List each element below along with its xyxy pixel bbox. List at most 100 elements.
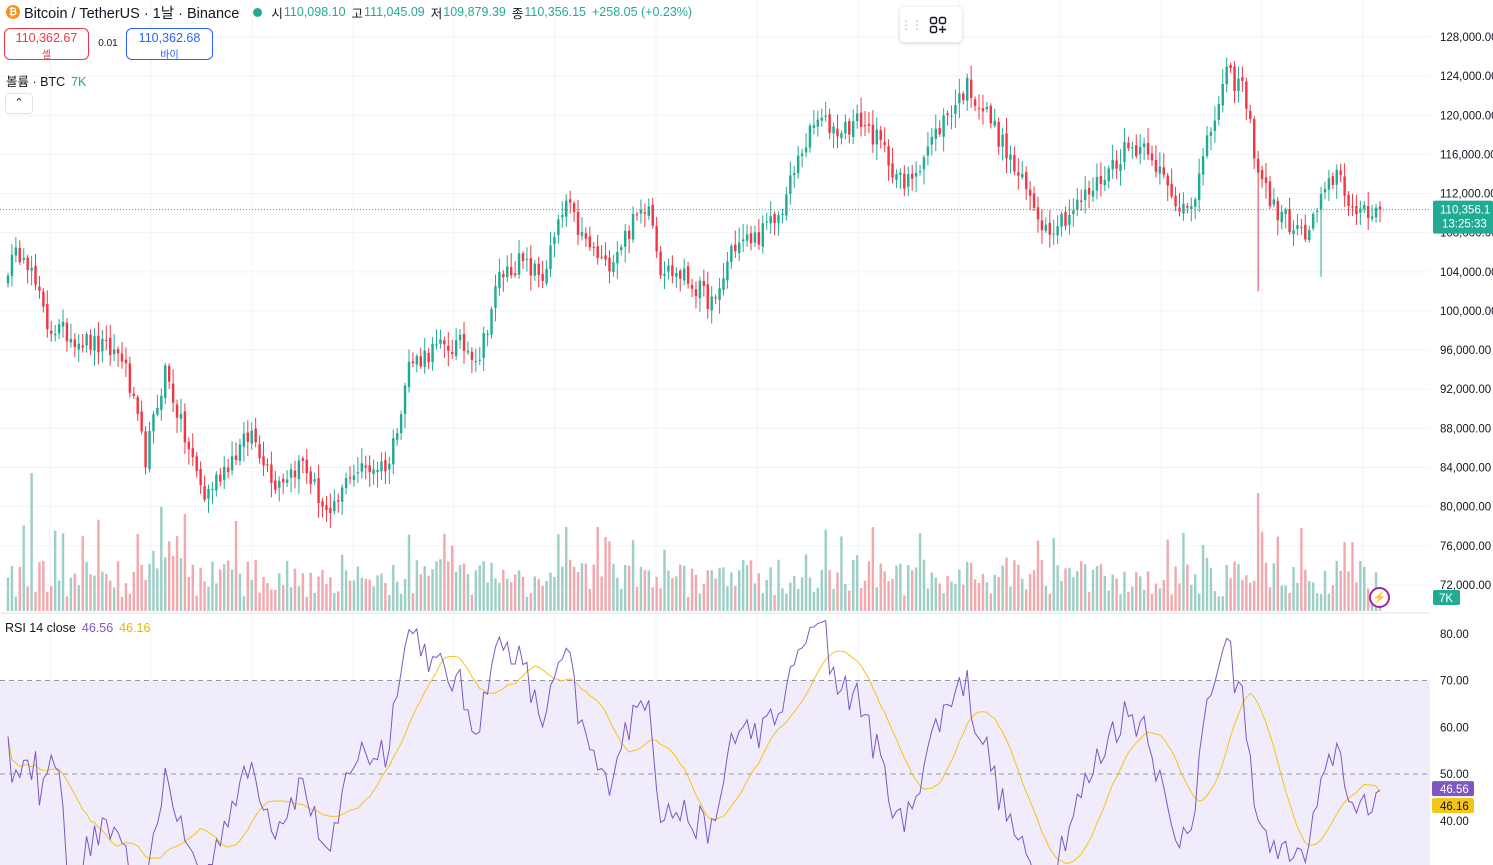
candle xyxy=(580,217,584,241)
candle-body xyxy=(399,414,403,434)
candle-body xyxy=(297,460,301,480)
volume-bar xyxy=(156,568,159,611)
candle-body xyxy=(1205,135,1209,157)
candle-body xyxy=(612,262,615,273)
candle-body xyxy=(1319,193,1323,210)
candle xyxy=(824,101,827,122)
volume-bar xyxy=(317,576,320,611)
candle-body xyxy=(344,478,348,489)
symbol-title[interactable]: Bitcoin / TetherUS · 1날 · Binance xyxy=(24,5,240,22)
candle-body xyxy=(1099,176,1103,184)
candle-body xyxy=(1076,199,1079,210)
sell-button[interactable]: 110,362.67 셀 xyxy=(4,28,89,61)
candle xyxy=(1044,217,1048,234)
candle xyxy=(1272,188,1276,208)
candle xyxy=(1300,218,1303,236)
volume-bar xyxy=(458,565,462,611)
candle xyxy=(655,216,658,259)
candle-body xyxy=(61,321,65,327)
volume-bar xyxy=(1276,536,1280,611)
candle-body xyxy=(907,174,910,187)
candle-body xyxy=(568,199,572,203)
candle-body xyxy=(1272,199,1276,205)
volume-bar xyxy=(934,577,937,611)
volume-bar xyxy=(160,506,163,611)
candle xyxy=(796,146,800,179)
volume-bar xyxy=(219,569,222,611)
candle xyxy=(183,403,187,454)
candle xyxy=(1363,201,1366,214)
candle-body xyxy=(254,428,257,443)
candle-body xyxy=(714,297,717,299)
volume-bar xyxy=(675,576,678,611)
candle-body xyxy=(57,324,61,334)
add-layout-button[interactable] xyxy=(920,10,956,40)
candle-body xyxy=(376,469,379,472)
candle xyxy=(706,271,709,319)
candle-body xyxy=(14,247,18,256)
rsi-tick-label: 40.00 xyxy=(1440,816,1469,828)
candle-body xyxy=(466,350,470,353)
volume-bar xyxy=(1221,596,1224,611)
drag-handle-icon[interactable]: ⋮⋮ xyxy=(900,17,923,32)
candle xyxy=(1068,199,1071,235)
candle xyxy=(895,169,898,188)
candle-body xyxy=(592,247,595,249)
candle xyxy=(1060,211,1063,237)
rsi-line xyxy=(7,619,1381,865)
candle-body xyxy=(105,339,108,341)
buy-button[interactable]: 110,362.68 바이 xyxy=(126,28,213,61)
candle xyxy=(419,347,422,369)
collapse-legend-button[interactable]: ⌃ xyxy=(5,93,33,114)
candle xyxy=(388,456,391,485)
candle-body xyxy=(690,285,694,289)
candle-body xyxy=(77,343,80,350)
candle-body xyxy=(340,487,344,502)
candle xyxy=(557,214,560,244)
candle xyxy=(942,108,945,152)
candle xyxy=(745,224,749,247)
volume-bar xyxy=(525,596,529,611)
candle-body xyxy=(565,200,568,217)
candle-body xyxy=(977,108,981,110)
candle xyxy=(1264,163,1268,199)
candle-body xyxy=(899,172,902,175)
volume-bar xyxy=(1217,596,1221,611)
candle-body xyxy=(914,172,918,177)
candle-body xyxy=(828,114,831,133)
candle-body xyxy=(317,478,320,504)
candle xyxy=(443,336,446,358)
candle-body xyxy=(152,414,155,432)
candle xyxy=(30,255,33,286)
price-axis: 72,000.00 76,000.00 80,000.00 84,000.00 88,0… xyxy=(1430,0,1493,865)
volume-bar xyxy=(620,588,623,611)
candle xyxy=(922,155,926,185)
market-status-icon[interactable] xyxy=(253,7,263,17)
candle-body xyxy=(1194,199,1197,207)
volume-bar xyxy=(1154,583,1158,611)
volume-bar xyxy=(922,559,926,611)
volume-bar xyxy=(18,566,22,611)
candle xyxy=(14,237,18,263)
candle xyxy=(623,224,627,263)
candle-body xyxy=(1343,176,1346,196)
candle xyxy=(1099,162,1103,197)
candle-body xyxy=(1280,211,1283,223)
volume-bar xyxy=(1241,579,1244,611)
candle xyxy=(1304,214,1307,243)
candle xyxy=(1327,170,1331,202)
volume-legend[interactable]: 볼륨 · BTC 7K xyxy=(6,71,86,90)
rsi-legend[interactable]: RSI 14 close 46.56 46.16 xyxy=(5,621,150,635)
volume-bar xyxy=(800,577,804,611)
volume-bar xyxy=(57,580,61,611)
volume-bar xyxy=(1072,577,1075,611)
candle xyxy=(800,148,804,168)
volume-bar xyxy=(1335,560,1338,611)
candle-body xyxy=(604,255,607,260)
volume-bar xyxy=(1024,589,1028,611)
candle xyxy=(985,101,989,113)
candle-body xyxy=(1146,143,1150,155)
lightning-icon[interactable]: ⚡ xyxy=(1369,587,1390,608)
candle-body xyxy=(804,147,808,153)
